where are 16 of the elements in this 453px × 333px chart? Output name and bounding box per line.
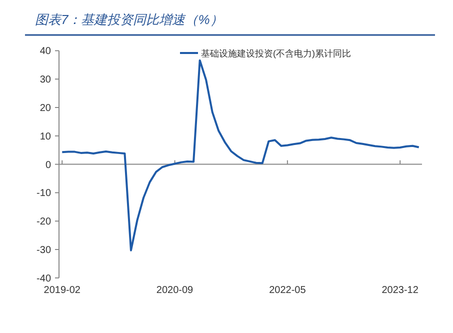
- y-tick-label: 40: [40, 46, 52, 58]
- y-tick-label: -30: [36, 245, 52, 256]
- x-tick-label: 2020-09: [156, 284, 194, 296]
- y-tick-label: 20: [40, 103, 52, 114]
- legend-label: 基础设施建设投资(不含电力)累计同比: [201, 48, 351, 58]
- chart-title: 图表7：基建投资同比增速（%）: [35, 12, 223, 27]
- y-tick-label: 30: [40, 74, 52, 86]
- line-series: [61, 59, 420, 252]
- x-tick-label: 2023-12: [382, 284, 419, 296]
- y-tick-label: -40: [36, 273, 52, 284]
- x-tick-label: 2022-05: [269, 284, 306, 296]
- y-tick-label: -20: [36, 216, 52, 228]
- y-tick-label: 0: [45, 160, 52, 171]
- y-tick-label: 10: [40, 131, 52, 142]
- y-tick-label: -10: [36, 188, 52, 200]
- x-tick-label: 2019-02: [44, 284, 81, 296]
